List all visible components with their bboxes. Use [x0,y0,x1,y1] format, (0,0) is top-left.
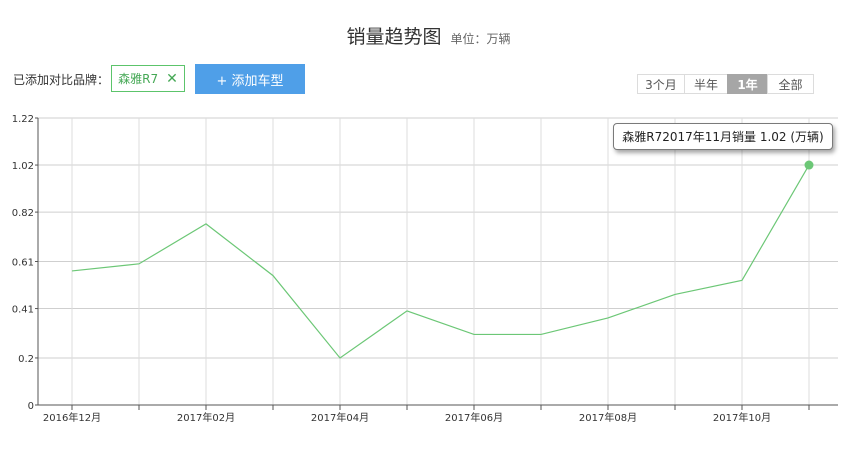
range-1-year[interactable]: 1年 [727,74,768,94]
range-all[interactable]: 全部 [767,74,814,94]
x-tick-label: 2017年10月 [713,411,771,424]
x-tick-label: 2017年08月 [579,411,637,424]
chart-title: 销量趋势图 [346,26,442,48]
add-model-button[interactable]: + 添加车型 [195,64,305,94]
x-tick-label: 2017年04月 [311,411,369,424]
y-tick-label: 0.41 [12,305,34,316]
x-tick-labels: 2016年12月 2017年02月 2017年04月 2017年06月 2017年08月… [43,411,771,424]
x-tick-label: 2016年12月 [43,411,101,424]
y-tick-label: 1.22 [12,114,34,125]
compare-label: 已添加对比品牌： [13,73,110,87]
x-tick-label: 2017年02月 [177,411,235,424]
chart-header: 销量趋势图 单位：万辆 [0,22,857,49]
unit-label: 单位：万辆 [450,32,511,46]
y-tick-label: 0.2 [18,354,34,365]
x-tick-label: 2017年06月 [445,411,503,424]
y-tick-label: 1.02 [12,161,34,172]
close-icon[interactable]: ✕ [166,70,178,87]
y-tick-label: 0.82 [12,208,34,219]
time-range-selector: 3个月 半年 1年 全部 [637,74,814,94]
data-point [804,160,814,170]
grid-lines [38,117,838,405]
compare-brand-label: 森雅R7 [118,72,159,86]
compare-brand-tag[interactable]: 森雅R7 ✕ [111,65,185,92]
y-tick-label: 0.61 [12,258,34,269]
data-tooltip: 森雅R72017年11月销量 1.02 (万辆) [613,123,833,150]
axes [35,117,838,410]
y-tick-label: 0 [28,401,34,412]
series-line [71,164,810,359]
y-tick-labels: 0 0.2 0.41 0.61 0.82 1.02 1.22 [12,114,34,412]
series-layer [71,160,814,359]
